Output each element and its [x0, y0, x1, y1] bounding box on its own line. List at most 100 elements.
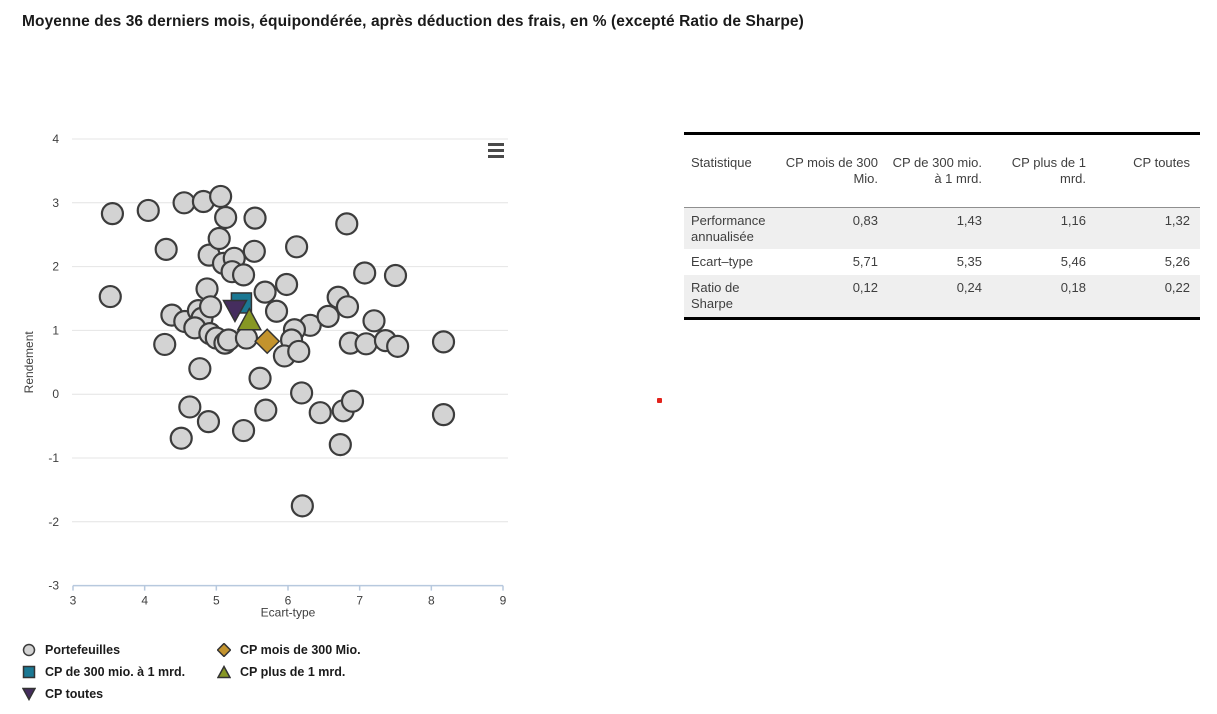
table-row: Performance annualisée 0,83 1,43 1,16 1,32	[684, 207, 1200, 250]
portefeuilles-point	[308, 401, 332, 425]
portefeuilles-point	[199, 295, 223, 319]
hamburger-icon	[488, 143, 504, 146]
y-tick-label: 4	[52, 132, 59, 146]
x-tick-label: 6	[285, 594, 292, 608]
scatter-plot: 4 3 2 1 0 -1 -2 -3 3 4 5 6 7 8 9 Ecart-type Rendement	[22, 132, 508, 620]
legend-item-cp-plus-de-1-mrd: CP plus de 1 mrd.	[217, 661, 361, 683]
legend-item-cp-mois-de-300-mio: CP mois de 300 Mio.	[217, 639, 361, 661]
table-cell: 0,24	[956, 280, 982, 296]
portefeuilles-point	[253, 280, 277, 304]
portefeuilles-point	[100, 202, 125, 226]
y-tick-label: -3	[48, 579, 59, 593]
portefeuilles-point	[136, 198, 160, 223]
chart-menu-button[interactable]	[485, 141, 507, 160]
x-tick-label: 5	[213, 594, 220, 608]
table-row: Ratio de Sharpe 0,12 0,24 0,18 0,22	[684, 275, 1200, 319]
portefeuilles-point	[354, 332, 378, 356]
col-header: Statistique	[684, 133, 784, 208]
portefeuilles-point	[340, 389, 365, 413]
portefeuilles-point	[172, 191, 196, 215]
table-cell: 1,16	[1060, 212, 1086, 228]
x-tick-label: 4	[141, 594, 148, 608]
x-tick-label: 7	[356, 594, 363, 608]
portefeuilles-point	[234, 326, 259, 350]
portefeuilles-point	[178, 395, 202, 419]
triangle-down-icon	[22, 687, 36, 701]
x-axis-label: Ecart-type	[261, 606, 316, 620]
portefeuilles-point	[248, 366, 272, 390]
x-tick-label: 9	[500, 594, 507, 608]
col-header: CP toutes	[1096, 133, 1200, 208]
y-tick-label: 0	[52, 387, 59, 401]
diamond-glyph	[217, 643, 231, 657]
portefeuilles-point	[316, 304, 340, 328]
portefeuilles-point	[98, 284, 122, 309]
legend-label: CP toutes	[45, 687, 104, 701]
page-title: Moyenne des 36 derniers mois, équipondér…	[22, 13, 804, 30]
stats-table: Statistique CP mois de 300 Mio. CP de 300 …	[684, 132, 1200, 321]
portefeuilles-point	[290, 494, 314, 518]
x-tick-label: 3	[70, 594, 77, 608]
col-header: CP plus de 1 mrd.	[992, 133, 1096, 208]
table-cell: 5,35	[956, 254, 982, 270]
triangle-down-glyph	[22, 687, 36, 701]
col-header: CP de 300 mio. à 1 mrd.	[888, 133, 992, 208]
square-glyph	[22, 665, 36, 679]
x-tick-label: 8	[428, 594, 435, 608]
portefeuilles-point	[386, 334, 410, 358]
portefeuilles-point	[328, 433, 352, 457]
portefeuilles-point	[154, 237, 178, 261]
row-label: Performance annualisée	[691, 212, 766, 244]
portefeuilles-point	[188, 357, 212, 381]
portefeuilles-point	[242, 239, 266, 263]
portefeuilles-point	[335, 212, 359, 236]
table-cell: 0,83	[852, 212, 878, 228]
portefeuilles-point	[383, 263, 408, 288]
portefeuilles-point	[207, 226, 231, 251]
portefeuilles-point	[231, 418, 256, 443]
legend-item-cp-300-mio-a-1-mrd: CP de 300 mio. à 1 mrd.	[22, 661, 217, 683]
portefeuilles-point	[362, 309, 386, 333]
portefeuilles-point	[290, 381, 314, 405]
row-label: Ratio de Sharpe	[691, 280, 740, 312]
y-axis-label: Rendement	[22, 331, 36, 394]
portefeuilles-point	[431, 330, 456, 354]
y-tick-label: 2	[52, 260, 59, 274]
hamburger-icon	[488, 155, 504, 158]
hamburger-icon	[488, 149, 504, 152]
y-tick-label: -2	[48, 515, 59, 529]
table-cell: 1,43	[956, 212, 982, 228]
legend-item-portefeuilles: Portefeuilles	[22, 639, 217, 661]
table-row: Ecart–type 5,71 5,35 5,46 5,26	[684, 249, 1200, 275]
table-cell: 5,46	[1060, 254, 1086, 270]
portefeuilles-point	[153, 332, 177, 357]
cp-plus-de-1-mrd-point	[236, 307, 263, 331]
portefeuilles-point	[243, 206, 267, 230]
y-tick-label: -1	[48, 451, 59, 465]
table-cell: 5,71	[852, 254, 878, 270]
legend-item-cp-toutes: CP toutes	[22, 683, 217, 705]
y-tick-label: 3	[52, 196, 59, 210]
triangle-up-icon	[217, 665, 231, 679]
table-cell: 0,22	[1164, 280, 1190, 296]
diamond-icon	[217, 643, 231, 657]
table-header-row: Statistique CP mois de 300 Mio. CP de 300 …	[684, 133, 1200, 208]
portefeuilles-point	[254, 398, 278, 422]
portefeuilles-point	[285, 235, 309, 259]
circle-glyph	[22, 643, 36, 657]
table-cell: 0,18	[1060, 280, 1086, 296]
cp-mois-de-300-mio-point	[254, 328, 281, 355]
cp-toutes-point	[222, 299, 248, 324]
portefeuilles-point	[214, 205, 238, 230]
table-cell: 5,26	[1164, 254, 1190, 270]
portefeuilles-point	[231, 263, 256, 287]
portefeuilles-point	[169, 426, 193, 450]
triangle-up-glyph	[217, 665, 231, 679]
table-cell: 1,32	[1164, 212, 1190, 228]
portefeuilles-point	[287, 339, 311, 364]
red-dot-marker	[657, 398, 662, 403]
circle-icon	[22, 643, 36, 657]
legend-label: CP de 300 mio. à 1 mrd.	[45, 665, 186, 679]
portefeuilles-point	[209, 184, 233, 209]
legend-label: CP mois de 300 Mio.	[240, 643, 361, 657]
